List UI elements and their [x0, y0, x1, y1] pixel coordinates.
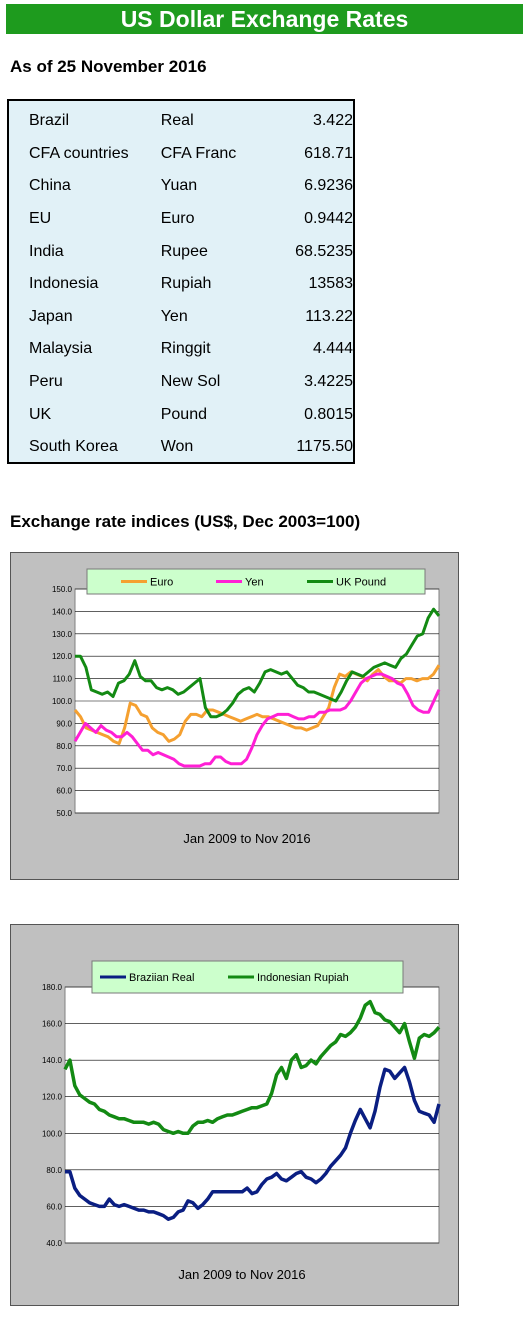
y-tick-label: 100.0 — [52, 697, 73, 706]
rate-row: EU Euro 0.9442 — [29, 203, 353, 236]
page-title: US Dollar Exchange Rates — [6, 4, 523, 34]
y-tick-label: 110.0 — [53, 675, 73, 684]
country-cell: Indonesia — [29, 275, 99, 293]
rate-row: China Yuan 6.9236 — [29, 170, 353, 203]
currency-cell: Euro — [160, 210, 195, 228]
series-line-2 — [75, 607, 441, 719]
indices-heading: Exchange rate indices (US$, Dec 2003=100… — [10, 512, 361, 531]
legend-label: Euro — [150, 577, 173, 589]
currency-cell: Won — [160, 438, 194, 456]
currency-cell: Ringgit — [160, 340, 211, 358]
country-cell: Malaysia — [29, 340, 93, 358]
rate-value: 113.22 — [305, 307, 353, 325]
country-cell: South Korea — [29, 438, 118, 456]
country-cell: Brazil — [29, 112, 70, 130]
y-tick-label: 60.0 — [46, 1202, 62, 1211]
rate-value: 68.5235 — [295, 242, 353, 260]
chart-real-rupiah: 180.0 160.0 140.0 120.0 100.0 80.0 60.0 40.0 Bra… — [10, 924, 459, 1306]
plot-area — [64, 986, 440, 1244]
series-line-1 — [63, 999, 441, 1136]
y-tick-label: 130.0 — [52, 630, 73, 639]
y-tick-label: 50.0 — [56, 809, 72, 818]
legend-label: Yen — [245, 577, 264, 589]
rate-row: Japan Yen 113.22 — [29, 301, 353, 334]
currency-cell: Rupee — [160, 242, 208, 260]
country-cell: UK — [29, 405, 52, 423]
rate-value: 13583 — [308, 275, 354, 293]
rate-value: 0.8015 — [304, 405, 353, 423]
currency-cell: Yuan — [160, 177, 198, 195]
rate-value: 0.9442 — [304, 210, 353, 228]
y-tick-label: 60.0 — [56, 787, 72, 796]
x-axis-label: Jan 2009 to Nov 2016 — [178, 1267, 305, 1282]
y-tick-label: 150.0 — [52, 585, 73, 594]
country-cell: CFA countries — [29, 144, 129, 162]
y-tick-label: 140.0 — [42, 1056, 63, 1065]
y-tick-label: 70.0 — [56, 764, 72, 773]
y-tick-label: 140.0 — [52, 607, 73, 616]
y-tick-label: 120.0 — [52, 652, 73, 661]
y-tick-label: 180.0 — [42, 983, 63, 992]
rate-row: South Korea Won 1175.50 — [29, 431, 353, 464]
rate-row: Malaysia Ringgit 4.444 — [29, 333, 353, 366]
chart1-svg: 150.0 140.0 130.0 120.0 110.0 100.0 90.0 80.0 70… — [52, 568, 441, 846]
y-tick-label: 160.0 — [42, 1020, 63, 1029]
legend-label: Braziian Real — [129, 972, 194, 984]
rate-value: 3.4225 — [304, 373, 353, 391]
y-tick-label: 100.0 — [42, 1129, 63, 1138]
rate-value: 6.9236 — [304, 177, 353, 195]
rate-value: 618.71 — [304, 144, 353, 162]
y-tick-label: 80.0 — [46, 1166, 62, 1175]
rates-grid: Brazil Real 3.422 CFA countries CFA Franc 618… — [29, 105, 353, 464]
currency-cell: Pound — [160, 405, 207, 423]
currency-cell: Real — [160, 112, 194, 130]
rate-row: Peru New Sol 3.4225 — [29, 366, 353, 399]
x-axis-label: Jan 2009 to Nov 2016 — [183, 831, 310, 846]
series-line-0 — [73, 664, 441, 746]
y-tick-label: 80.0 — [56, 742, 72, 751]
rate-row: UK Pound 0.8015 — [29, 398, 353, 431]
series-line-1 — [73, 672, 441, 768]
y-tick-label: 40.0 — [46, 1239, 62, 1248]
currency-cell: New Sol — [160, 373, 221, 391]
rates-table: Brazil Real 3.422 CFA countries CFA Franc 618… — [7, 99, 355, 464]
country-cell: Peru — [29, 373, 63, 391]
y-tick-label: 90.0 — [56, 719, 72, 728]
country-cell: India — [29, 242, 64, 260]
rate-row: India Rupee 68.5235 — [29, 235, 353, 268]
country-cell: China — [29, 177, 71, 195]
rate-row: Indonesia Rupiah 13583 — [29, 268, 353, 301]
rate-row: CFA countries CFA Franc 618.71 — [29, 138, 353, 171]
currency-cell: CFA Franc — [160, 144, 237, 162]
currency-cell: Yen — [160, 307, 188, 325]
y-tick-label: 120.0 — [42, 1093, 63, 1102]
currency-cell: Rupiah — [160, 275, 212, 293]
legend-label: Indonesian Rupiah — [257, 972, 349, 984]
rate-value: 4.444 — [312, 340, 353, 358]
legend-label: UK Pound — [336, 577, 386, 589]
chart-euro-yen-pound: 150.0 140.0 130.0 120.0 110.0 100.0 90.0 80.0 70… — [10, 552, 459, 880]
country-cell: EU — [29, 210, 52, 228]
rate-row: Brazil Real 3.422 — [29, 105, 353, 138]
rate-value: 1175.50 — [296, 438, 353, 456]
rate-value: 3.422 — [312, 112, 353, 130]
country-cell: Japan — [29, 307, 73, 325]
as-of-date: As of 25 November 2016 — [10, 57, 207, 76]
series-line-0 — [65, 1065, 441, 1221]
chart2-svg: 180.0 160.0 140.0 120.0 100.0 80.0 60.0 40.0 Bra… — [42, 960, 441, 1282]
